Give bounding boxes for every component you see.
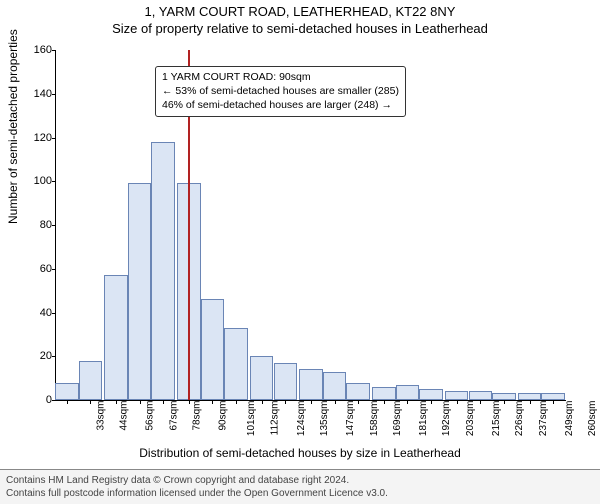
histogram-bar xyxy=(79,361,103,400)
x-tick-label: 249sqm xyxy=(564,401,575,437)
callout-line2: ← 53% of semi-detached houses are smalle… xyxy=(162,84,399,98)
x-tick-label: 260sqm xyxy=(587,401,598,437)
x-tick-label: 192sqm xyxy=(442,401,453,437)
histogram-bar xyxy=(372,387,396,400)
x-tick-label: 147sqm xyxy=(345,401,356,437)
x-tick-label: 181sqm xyxy=(418,401,429,437)
x-tick-mark xyxy=(116,400,117,404)
y-tick-mark xyxy=(52,138,56,139)
x-tick-label: 56sqm xyxy=(145,401,156,431)
x-tick-mark xyxy=(285,400,286,404)
y-tick-label: 120 xyxy=(24,132,52,144)
title-address: 1, YARM COURT ROAD, LEATHERHEAD, KT22 8N… xyxy=(0,4,600,19)
histogram-bar xyxy=(151,142,175,400)
x-tick-mark xyxy=(90,400,91,404)
x-tick-mark xyxy=(504,400,505,404)
histogram-bar xyxy=(104,275,128,400)
x-tick-mark xyxy=(530,400,531,404)
x-tick-label: 67sqm xyxy=(168,401,179,431)
y-tick-mark xyxy=(52,356,56,357)
x-tick-mark xyxy=(553,400,554,404)
histogram-bar xyxy=(128,183,152,400)
y-tick-label: 80 xyxy=(24,219,52,231)
x-tick-label: 90sqm xyxy=(217,401,228,431)
x-tick-mark xyxy=(480,400,481,404)
x-tick-label: 33sqm xyxy=(95,401,106,431)
x-tick-mark xyxy=(384,400,385,404)
y-tick-mark xyxy=(52,400,56,401)
x-tick-label: 237sqm xyxy=(538,401,549,437)
footer-line1: Contains HM Land Registry data © Crown c… xyxy=(6,474,600,487)
x-tick-mark xyxy=(262,400,263,404)
x-tick-label: 101sqm xyxy=(247,401,258,437)
histogram-bar xyxy=(201,299,225,400)
x-tick-mark xyxy=(407,400,408,404)
histogram-bar xyxy=(224,328,248,400)
histogram-bar xyxy=(274,363,298,400)
x-tick-label: 158sqm xyxy=(369,401,380,437)
footer-line2: Contains full postcode information licen… xyxy=(6,487,600,500)
y-tick-label: 60 xyxy=(24,263,52,275)
y-tick-label: 0 xyxy=(24,394,52,406)
histogram-bar xyxy=(419,389,443,400)
x-tick-label: 124sqm xyxy=(296,401,307,437)
y-tick-mark xyxy=(52,269,56,270)
x-tick-label: 112sqm xyxy=(269,401,280,436)
x-tick-mark xyxy=(431,400,432,404)
x-tick-mark xyxy=(212,400,213,404)
y-tick-mark xyxy=(52,313,56,314)
y-tick-mark xyxy=(52,50,56,51)
callout-line3: 46% of semi-detached houses are larger (… xyxy=(162,98,399,112)
y-tick-label: 40 xyxy=(24,307,52,319)
x-tick-label: 78sqm xyxy=(192,401,203,431)
histogram-bar xyxy=(346,383,370,401)
y-tick-label: 20 xyxy=(24,350,52,362)
y-tick-label: 140 xyxy=(24,88,52,100)
histogram-bar xyxy=(250,356,274,400)
y-tick-mark xyxy=(52,225,56,226)
x-tick-mark xyxy=(311,400,312,404)
x-tick-label: 203sqm xyxy=(465,401,476,437)
histogram-bar xyxy=(299,369,323,400)
x-tick-mark xyxy=(163,400,164,404)
chart-area: 02040608010012014016033sqm44sqm56sqm67sq… xyxy=(55,50,565,400)
y-tick-label: 100 xyxy=(24,175,52,187)
y-tick-mark xyxy=(52,94,56,95)
x-tick-label: 169sqm xyxy=(392,401,403,437)
histogram-bar xyxy=(445,391,469,400)
x-tick-mark xyxy=(335,400,336,404)
histogram-bar xyxy=(396,385,420,400)
histogram-bar xyxy=(469,391,493,400)
x-tick-label: 226sqm xyxy=(514,401,525,437)
x-tick-label: 135sqm xyxy=(319,401,330,437)
x-tick-mark xyxy=(236,400,237,404)
histogram-bar xyxy=(55,383,79,401)
y-axis-label: Number of semi-detached properties xyxy=(6,29,20,224)
callout-box: 1 YARM COURT ROAD: 90sqm ← 53% of semi-d… xyxy=(155,66,406,117)
x-axis-label: Distribution of semi-detached houses by … xyxy=(0,446,600,460)
y-tick-mark xyxy=(52,181,56,182)
x-tick-mark xyxy=(457,400,458,404)
x-tick-label: 215sqm xyxy=(491,401,502,437)
x-tick-mark xyxy=(140,400,141,404)
x-tick-mark xyxy=(358,400,359,404)
x-tick-label: 44sqm xyxy=(119,401,130,431)
y-tick-label: 160 xyxy=(24,44,52,56)
x-tick-mark xyxy=(189,400,190,404)
callout-line1: 1 YARM COURT ROAD: 90sqm xyxy=(162,70,399,84)
footer: Contains HM Land Registry data © Crown c… xyxy=(0,469,600,504)
x-tick-mark xyxy=(67,400,68,404)
title-subtitle: Size of property relative to semi-detach… xyxy=(0,21,600,36)
histogram-bar xyxy=(323,372,347,400)
